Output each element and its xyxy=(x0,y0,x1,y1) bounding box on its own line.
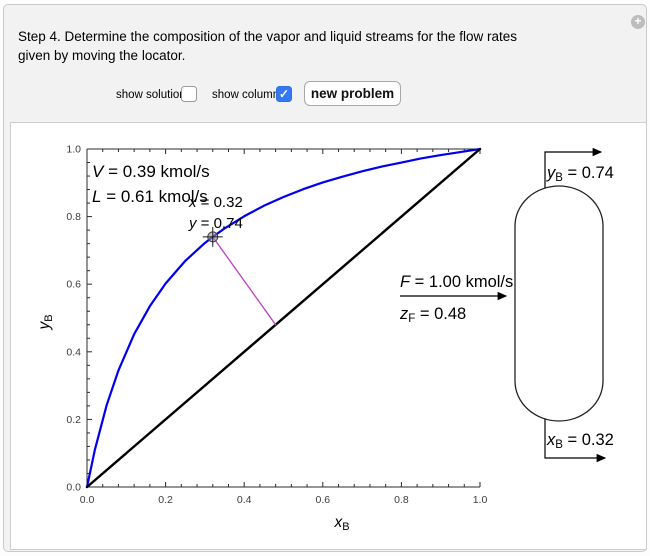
equilibrium-curve xyxy=(85,147,482,489)
operating-tie-line xyxy=(212,236,277,326)
y-tick-label: 0.0 xyxy=(66,482,81,494)
x-tick-label: 0.6 xyxy=(315,494,330,506)
locator-y-annotation: y = 0.74 xyxy=(188,215,243,232)
new-problem-button[interactable]: new problem xyxy=(304,81,401,106)
vapor-composition-label: yB = 0.74 xyxy=(546,164,614,184)
x-tick-label: 1.0 xyxy=(473,494,488,506)
feed-flow-label: F = 1.00 kmol/s xyxy=(400,273,513,291)
plot-frame xyxy=(86,148,480,488)
plot-series xyxy=(85,147,482,489)
y-tick-label: 0.6 xyxy=(66,279,81,291)
demonstration-panel: + Step 4. Determine the composition of t… xyxy=(3,4,647,552)
locator-x-annotation: x = 0.32 xyxy=(188,194,243,211)
step-instructions-line2: given by moving the locator. xyxy=(18,48,186,63)
feed-composition-label: zF = 0.48 xyxy=(399,305,466,325)
show-solution-label: show solution xyxy=(116,89,186,101)
flash-drum xyxy=(514,185,604,422)
y-tick-label: 0.8 xyxy=(66,211,81,223)
graphics-area: 0.0 0.2 0.4 0.6 0.8 1.0 0.0 0.2 0.4 0.6 0.8 1.0 V =… xyxy=(10,122,647,550)
step-instructions: Step 4. Determine the composition of the… xyxy=(18,27,618,65)
step-instructions-line1: Step 4. Determine the composition of the… xyxy=(18,29,518,44)
x-tick-label: 0.8 xyxy=(394,494,409,506)
x-tick-label: 0.0 xyxy=(80,494,95,506)
x-tick-label: 0.4 xyxy=(237,494,252,506)
x-tick-label: 0.2 xyxy=(158,494,173,506)
forty-five-degree-line xyxy=(85,147,482,489)
checkmark-icon: ✓ xyxy=(278,87,290,101)
expand-plus-icon[interactable]: + xyxy=(631,15,645,29)
bottoms-stream-arrow xyxy=(544,419,607,463)
vapor-stream-arrow xyxy=(544,147,603,188)
show-column-label: show column xyxy=(212,89,280,101)
show-column-checkbox[interactable]: ✓ xyxy=(276,86,292,102)
xy-equilibrium-plot: 0.0 0.2 0.4 0.6 0.8 1.0 0.0 0.2 0.4 0.6 0.8 1.0 V =… xyxy=(36,144,614,534)
y-tick-label: 1.0 xyxy=(66,144,81,156)
y-tick-label: 0.2 xyxy=(66,414,81,426)
flow-locator-crosshair[interactable] xyxy=(202,226,223,247)
y-axis-label: yB xyxy=(36,314,55,330)
x-axis-label: xB xyxy=(333,514,349,533)
axis-ticks: 0.0 0.2 0.4 0.6 0.8 1.0 0.0 0.2 0.4 0.6 0.8 1.0 xyxy=(66,144,487,507)
y-tick-label: 0.4 xyxy=(66,346,81,358)
vapor-flow-annotation: V = 0.39 kmol/s xyxy=(92,162,210,181)
show-solution-checkbox[interactable] xyxy=(181,86,197,102)
liquid-flow-annotation: L = 0.61 kmol/s xyxy=(92,187,208,206)
bottoms-composition-label: xB = 0.32 xyxy=(546,431,614,451)
